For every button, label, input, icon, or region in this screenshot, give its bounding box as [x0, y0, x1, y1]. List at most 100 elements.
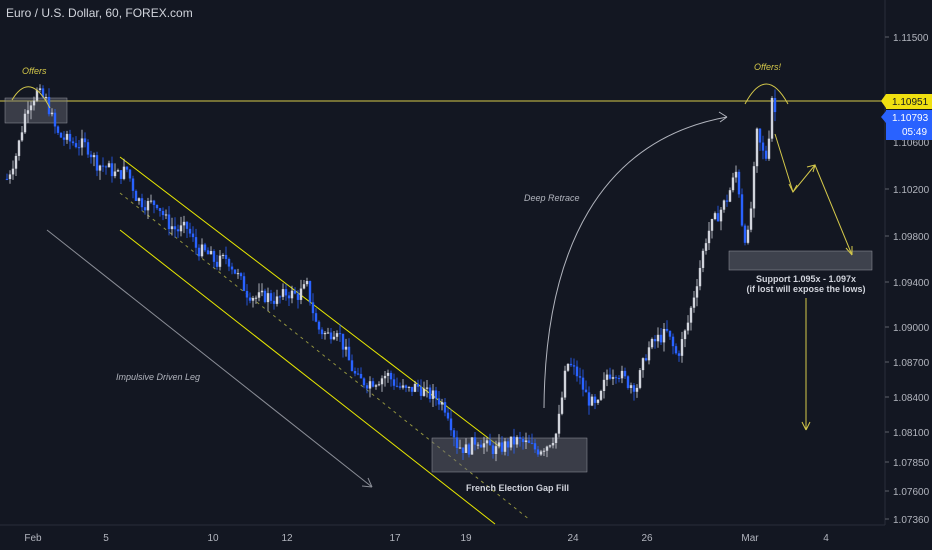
candle-body: [674, 346, 678, 354]
candle-body: [689, 307, 693, 323]
candle-body: [215, 261, 219, 267]
candle-body: [626, 376, 630, 388]
candle-body: [227, 258, 231, 267]
candle-body: [71, 141, 75, 144]
candle-body: [761, 142, 765, 151]
candle-body: [5, 178, 9, 180]
countdown-text: 05:49: [902, 127, 927, 138]
candle-body: [692, 297, 696, 308]
candle-body: [770, 97, 774, 139]
candle-body: [260, 290, 264, 293]
candle-body: [380, 378, 384, 385]
candle-body: [413, 383, 417, 392]
candle-body: [236, 273, 240, 275]
candle-body: [245, 290, 249, 298]
candle-body: [722, 200, 726, 210]
candle-body: [707, 230, 711, 244]
candle-body: [191, 233, 195, 238]
candle-body: [638, 370, 642, 388]
candle-body: [251, 297, 255, 301]
candle-body: [662, 328, 666, 343]
candle-body: [158, 208, 162, 211]
candle-body: [134, 190, 138, 201]
candle-body: [512, 436, 516, 445]
offers-zone-box[interactable]: [4, 97, 68, 124]
candle-body: [644, 358, 648, 361]
y-tick-label: 1.07600: [893, 487, 930, 498]
candle-body: [332, 336, 336, 340]
candle-body: [557, 413, 561, 434]
support-zone-box[interactable]: [728, 250, 873, 271]
candle-body: [140, 198, 144, 208]
candle-body: [29, 105, 33, 111]
gap-fill-zone-box[interactable]: [431, 437, 588, 473]
candle-body: [458, 447, 462, 449]
candle-body: [335, 333, 339, 337]
candle-body: [734, 171, 738, 178]
candle-body: [539, 451, 543, 455]
candle-body: [185, 221, 189, 229]
projection-head-1: [788, 183, 798, 193]
projection-path: [774, 133, 853, 256]
candle-body: [569, 363, 573, 366]
candle-body: [86, 142, 90, 155]
x-tick-label: 26: [641, 533, 653, 544]
candle-body: [116, 170, 120, 172]
candle-body: [701, 250, 705, 268]
channel-lower-line[interactable]: [119, 229, 496, 525]
resistance-badge-bg: [886, 94, 932, 109]
candle-body: [431, 390, 435, 399]
candle-body: [365, 385, 369, 389]
candle-body: [422, 388, 426, 396]
candle-body: [275, 296, 279, 304]
offers-right-arc: [744, 83, 789, 105]
candle-body: [44, 96, 48, 98]
candle-body: [152, 200, 156, 205]
resistance-badge-pointer: [881, 94, 886, 108]
candle-body: [326, 332, 330, 334]
candles-group: [5, 84, 777, 462]
y-tick-label: 1.08400: [893, 393, 930, 404]
candle-body: [8, 174, 12, 180]
candle-body: [488, 440, 492, 446]
candle-body: [515, 437, 519, 445]
candle-body: [95, 155, 99, 171]
resistance-price-badge: 1.10951: [881, 94, 932, 109]
candle-body: [437, 398, 441, 405]
candle-body: [629, 385, 633, 388]
candle-body: [14, 155, 18, 169]
candle-body: [500, 442, 504, 452]
candle-body: [641, 358, 645, 371]
candle-body: [17, 140, 21, 156]
candle-body: [485, 440, 489, 444]
candle-body: [92, 155, 96, 158]
candle-body: [284, 289, 288, 296]
candle-body: [467, 444, 471, 455]
candle-body: [716, 213, 720, 222]
candle-body: [653, 339, 657, 342]
candle-body: [620, 370, 624, 379]
candle-body: [443, 402, 447, 413]
candle-body: [389, 372, 393, 380]
candle-body: [737, 171, 741, 195]
candle-body: [146, 201, 150, 211]
candle-body: [239, 273, 243, 277]
deep-retrace-label: Deep Retrace: [524, 193, 580, 203]
candle-body: [428, 387, 432, 399]
candle-body: [581, 377, 585, 390]
candle-body: [551, 442, 555, 446]
x-tick-label: 19: [460, 533, 472, 544]
candle-body: [548, 445, 552, 447]
last-price-text: 1.10793: [892, 113, 929, 124]
candle-body: [161, 210, 165, 216]
candle-body: [209, 251, 213, 255]
candle-body: [59, 132, 63, 138]
candle-body: [608, 374, 612, 379]
deep-retrace-arc: [543, 116, 728, 409]
candle-body: [188, 228, 192, 234]
candle-body: [746, 229, 750, 243]
candle-body: [713, 213, 717, 220]
candle-body: [725, 200, 729, 202]
